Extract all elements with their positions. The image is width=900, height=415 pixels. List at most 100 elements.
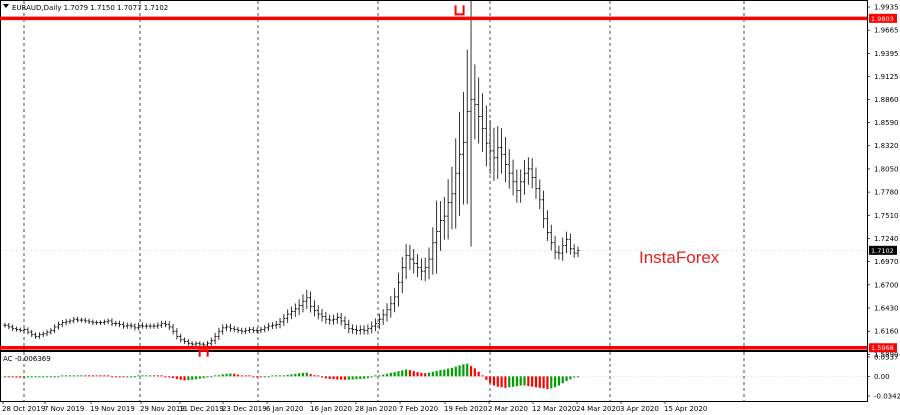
price-bar xyxy=(419,258,423,281)
price-bar xyxy=(110,318,114,327)
x-tick-label: 11 Dec 2019 xyxy=(179,405,224,413)
price-bar xyxy=(312,300,317,317)
price-tick-label: 1.8050 xyxy=(874,165,899,173)
price-tick-label: 1.5890 xyxy=(874,351,899,359)
price-bar xyxy=(3,322,7,328)
fractal-up-marker xyxy=(454,5,465,16)
level-price-label: 1.9803 xyxy=(871,15,894,23)
price-bar xyxy=(473,64,477,140)
price-bar xyxy=(75,316,80,323)
price-bar xyxy=(522,160,527,195)
price-bar xyxy=(301,294,305,313)
price-bar xyxy=(198,341,202,347)
price-bar xyxy=(95,320,99,325)
price-bar xyxy=(373,318,378,332)
price-bar xyxy=(125,322,129,329)
price-tick-label: 1.7240 xyxy=(874,235,899,243)
header-arrow-icon xyxy=(3,4,9,8)
price-bar xyxy=(328,314,332,325)
price-tick-label: 1.9665 xyxy=(874,27,899,35)
price-bar xyxy=(335,312,339,324)
x-tick-label: 16 Jan 2020 xyxy=(310,405,352,413)
price-bar xyxy=(30,329,34,337)
price-bar xyxy=(305,290,309,309)
price-bar xyxy=(167,321,171,331)
price-bar xyxy=(255,327,259,334)
price-bar xyxy=(545,210,550,241)
price-tick-label: 1.9125 xyxy=(874,73,899,81)
price-bar xyxy=(186,339,190,346)
price-bar xyxy=(293,303,297,317)
price-bar xyxy=(576,246,580,257)
price-bar xyxy=(11,324,15,331)
price-bar xyxy=(64,319,68,326)
price-bar xyxy=(87,318,91,325)
price-bar xyxy=(389,296,393,318)
ac-tick-label: 0.00 xyxy=(874,373,890,381)
price-bar xyxy=(435,200,439,274)
fractal-markers xyxy=(198,5,465,357)
price-tick-label: 1.6430 xyxy=(874,305,899,313)
price-bar xyxy=(79,317,83,323)
price-bar xyxy=(37,332,41,339)
price-bar xyxy=(492,127,496,181)
price-bar xyxy=(557,245,561,260)
price-bar xyxy=(148,323,152,329)
x-tick-label: 6 Jan 2020 xyxy=(266,405,304,413)
price-bar xyxy=(415,254,420,277)
price-bar xyxy=(530,158,534,189)
price-bar xyxy=(515,169,519,203)
price-bar xyxy=(339,312,343,326)
price-bar xyxy=(446,179,450,240)
x-tick-label: 28 Jan 2020 xyxy=(355,405,397,413)
price-bar xyxy=(496,126,500,179)
price-bar xyxy=(14,326,19,332)
price-grid xyxy=(1,1,867,350)
price-bar xyxy=(320,309,324,322)
price-bar xyxy=(297,299,301,316)
price-bar xyxy=(461,92,465,205)
x-tick-label: 23 Dec 2019 xyxy=(222,405,267,413)
ac-y-axis: 0.03377 0.00 -0.03424 xyxy=(867,354,900,401)
price-bar xyxy=(404,244,408,280)
price-bar xyxy=(224,323,229,331)
price-bar xyxy=(91,319,95,325)
x-tick-label: 28 Oct 2019 xyxy=(2,405,45,413)
price-bar xyxy=(381,309,385,326)
level-price-label: 1.5968 xyxy=(871,344,894,352)
price-bar xyxy=(477,77,481,144)
price-bar xyxy=(519,169,523,203)
price-bar xyxy=(370,321,374,334)
watermark: InstaForex xyxy=(639,248,720,267)
x-tick-label: 2 Mar 2020 xyxy=(488,405,528,413)
level-lines xyxy=(0,16,867,350)
price-bar xyxy=(175,328,179,340)
price-tick-label: 1.6970 xyxy=(874,258,899,266)
price-bar xyxy=(56,321,61,330)
price-bar xyxy=(114,320,118,327)
price-bar xyxy=(408,244,412,270)
price-bar xyxy=(431,227,435,275)
price-bar xyxy=(400,256,404,294)
price-bars xyxy=(3,0,580,348)
price-bar xyxy=(278,317,282,329)
price-tick-label: 1.6160 xyxy=(874,328,899,336)
price-bar xyxy=(213,332,217,345)
symbol-info: EURAUD,Daily 1.7079 1.7150 1.7077 1.7102 xyxy=(12,4,168,12)
price-bar xyxy=(480,93,485,152)
price-bar xyxy=(347,319,351,334)
price-bar xyxy=(240,327,244,334)
price-bar xyxy=(53,324,57,334)
price-bar xyxy=(41,331,45,337)
price-tick-label: 1.7780 xyxy=(874,189,899,197)
x-tick-label: 7 Nov 2019 xyxy=(44,405,84,413)
price-bar xyxy=(179,333,183,343)
price-bar xyxy=(228,323,232,332)
price-bar xyxy=(22,327,26,333)
price-bar xyxy=(236,326,240,334)
price-bar xyxy=(160,320,164,328)
price-bar xyxy=(526,157,530,185)
price-bar xyxy=(194,341,198,347)
